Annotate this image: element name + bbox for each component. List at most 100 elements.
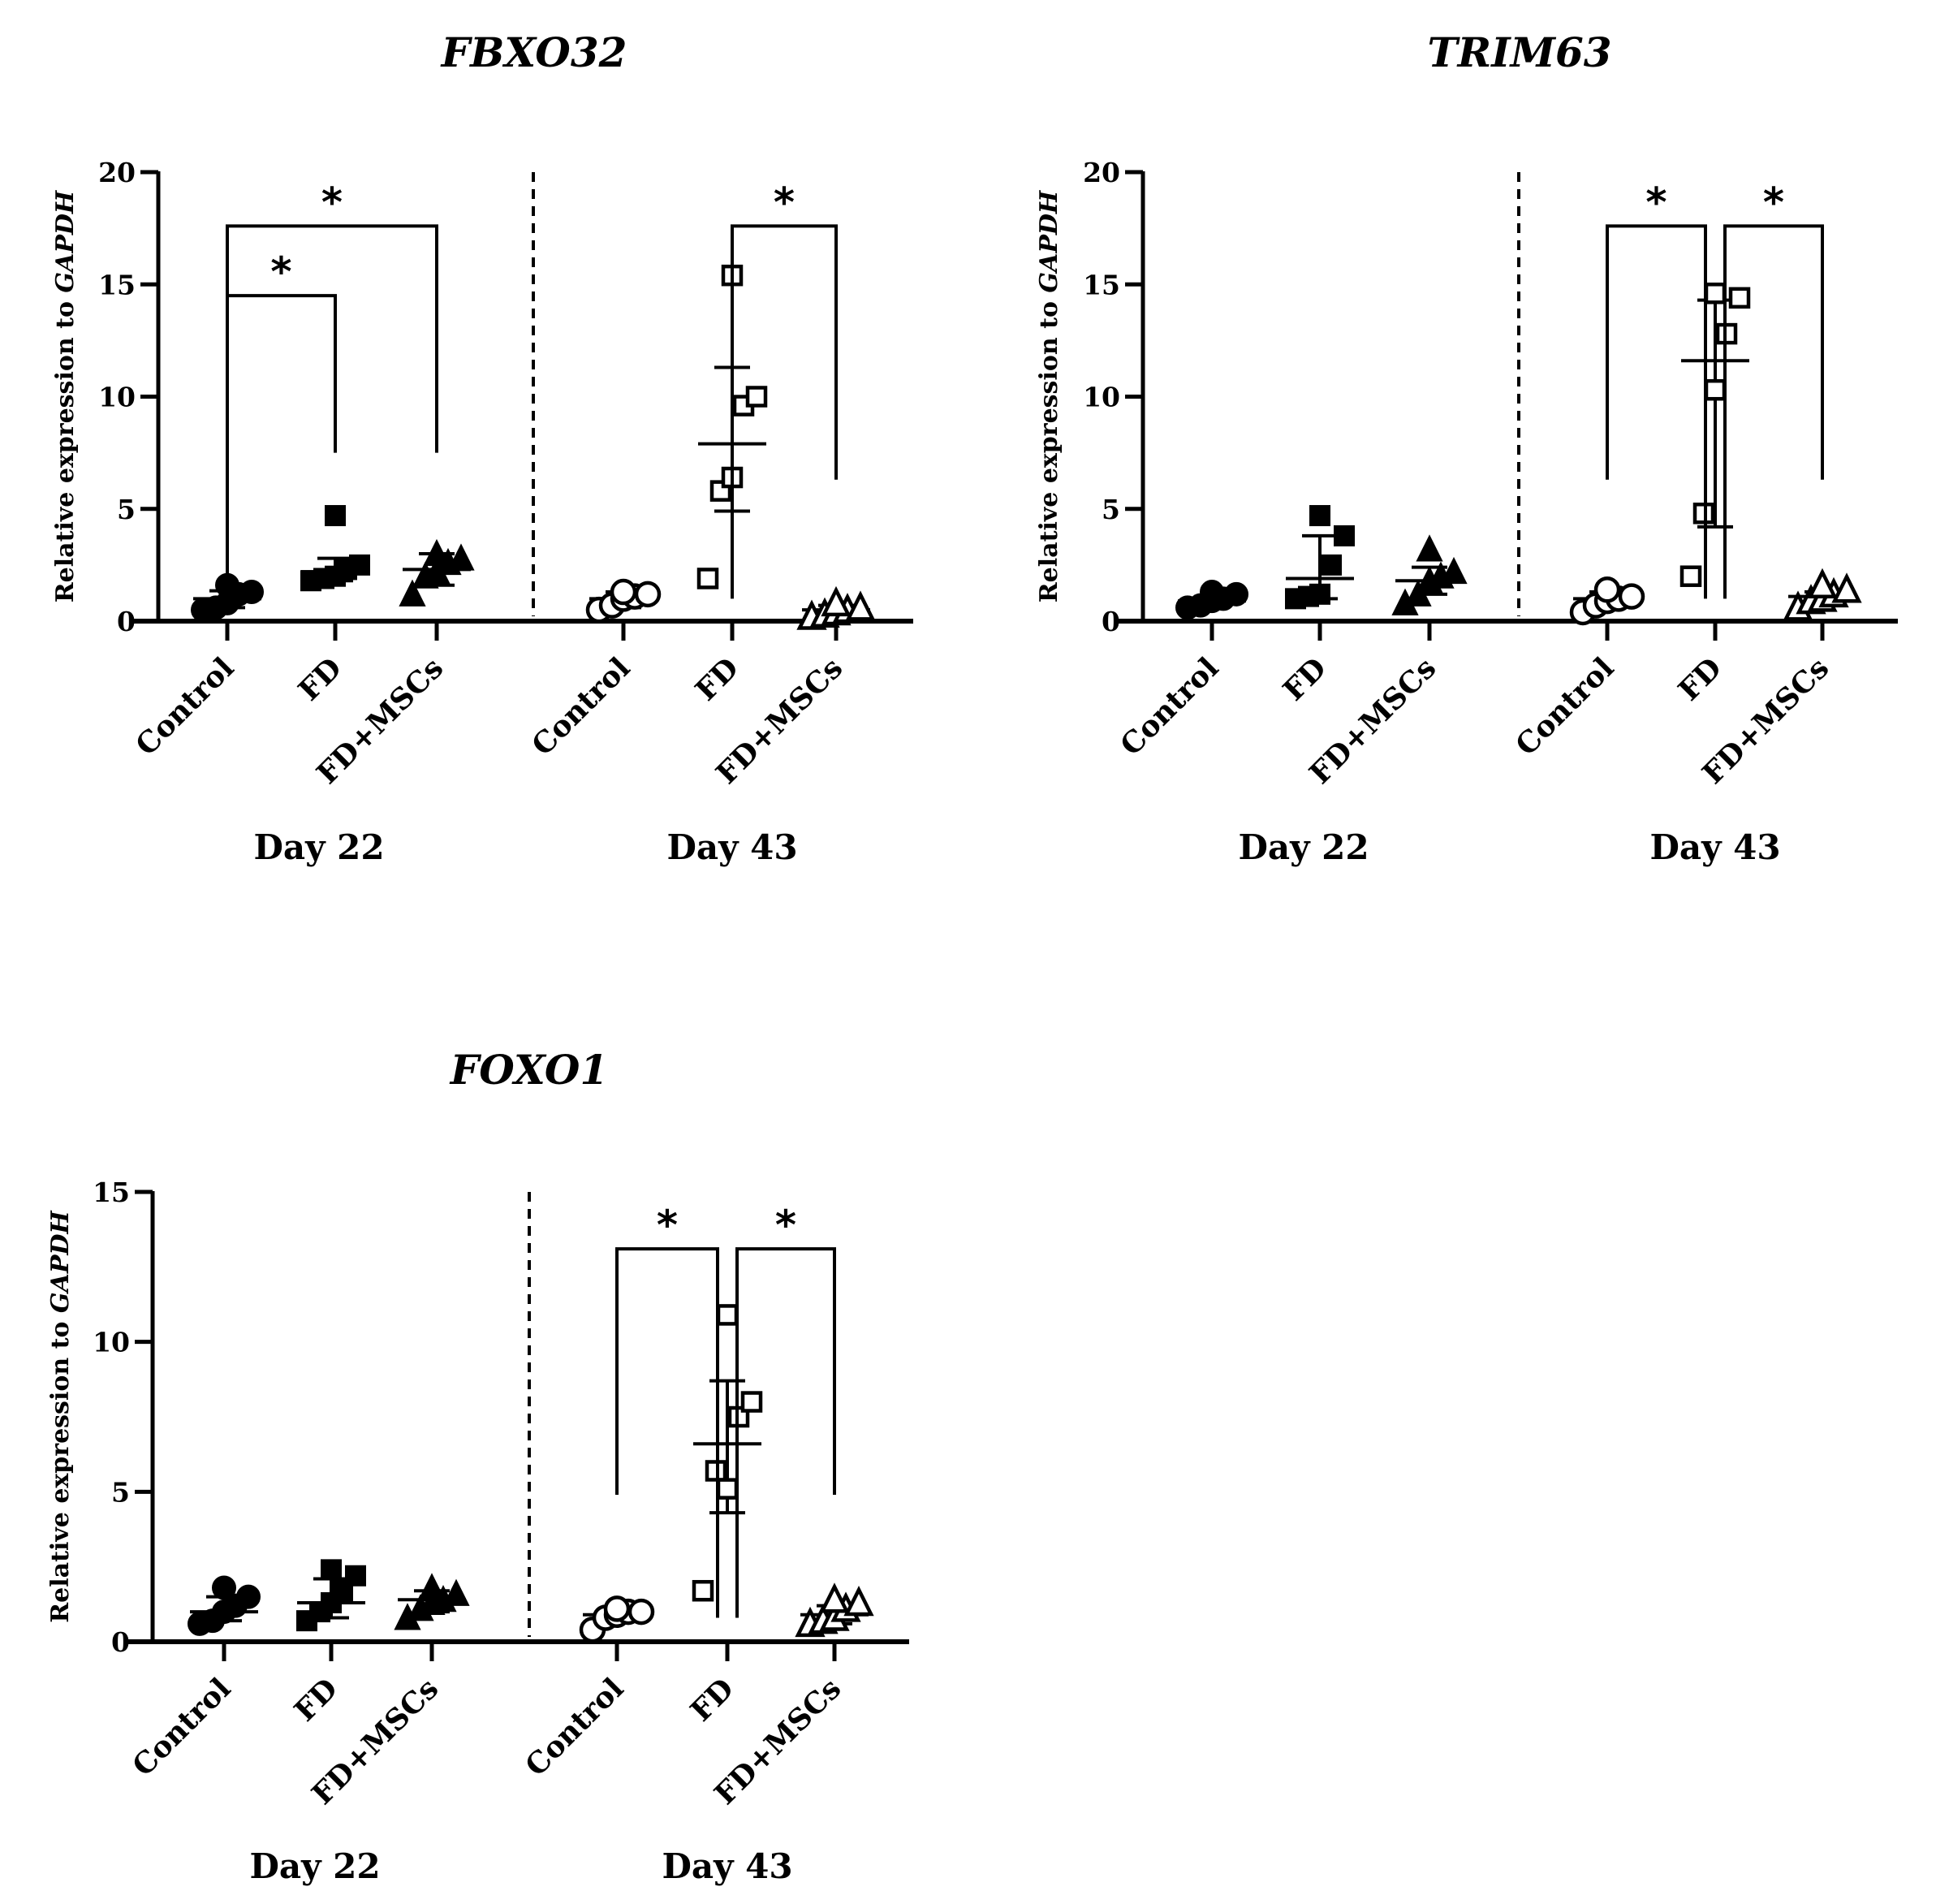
data-point xyxy=(442,1578,470,1606)
data-point xyxy=(423,538,451,567)
y-axis-label: Relative expression to GAPDH xyxy=(51,189,80,602)
series-day43-fd xyxy=(1679,283,1751,587)
series-day22-control xyxy=(188,1575,261,1636)
bracket-line xyxy=(1606,224,1707,599)
data-point xyxy=(819,1582,850,1613)
data-point xyxy=(239,580,264,605)
data-point xyxy=(716,1304,739,1326)
bracket-line xyxy=(731,224,838,599)
data-point xyxy=(1200,580,1224,605)
significance-label: * xyxy=(1763,179,1784,226)
data-point xyxy=(610,578,637,606)
data-point xyxy=(1321,554,1342,576)
series-day43-fd+mscs xyxy=(796,585,876,630)
group-label: Day 22 xyxy=(249,1846,380,1886)
group-label: Day 43 xyxy=(662,1846,792,1886)
y-tick-label: 20 xyxy=(1083,157,1120,188)
y-tick-label: 20 xyxy=(98,157,136,188)
data-point xyxy=(447,543,475,571)
data-point xyxy=(692,1579,714,1602)
y-axis-label-prefix: Relative expression to xyxy=(46,1313,75,1623)
series-day22-fd xyxy=(1285,505,1355,610)
significance-label: * xyxy=(1645,179,1667,226)
group-label: Day 22 xyxy=(253,827,384,867)
data-point xyxy=(325,505,346,527)
significance-bracket: * xyxy=(735,1202,836,1618)
y-axis-label: Relative expression to GAPDH xyxy=(46,1210,75,1623)
y-tick-label: 15 xyxy=(98,269,136,300)
series-day22-control xyxy=(1175,580,1248,620)
series-day43-fd xyxy=(692,1304,763,1602)
data-point xyxy=(349,554,370,576)
x-category-label: FD xyxy=(1277,651,1334,708)
significance-bracket: * xyxy=(615,1202,719,1618)
x-category-label: Control xyxy=(126,1672,237,1783)
data-point xyxy=(845,590,876,621)
significance-bracket: * xyxy=(1606,179,1707,599)
significance-label: * xyxy=(775,1202,796,1249)
data-point xyxy=(1807,568,1838,599)
y-tick-label: 10 xyxy=(98,382,136,413)
series-day43-control xyxy=(579,1595,655,1643)
bracket-line xyxy=(226,224,438,594)
data-point xyxy=(745,386,768,408)
panel-foxo1: FOXO1 0 5 10 15 Relative expression to GAPDH C… xyxy=(46,1046,909,1886)
data-point xyxy=(1334,525,1355,546)
data-point xyxy=(1704,283,1727,304)
y-axis-label-gene: GAPDH xyxy=(46,1210,75,1313)
bracket-line xyxy=(615,1247,719,1618)
data-point xyxy=(1831,572,1862,603)
group-label: Day 22 xyxy=(1238,827,1369,867)
data-point xyxy=(1728,287,1751,309)
significance-label: * xyxy=(321,179,343,226)
data-point xyxy=(821,585,852,617)
data-point xyxy=(1679,565,1702,587)
bracket-line xyxy=(226,294,337,612)
y-axis-label-gene: GAPDH xyxy=(1035,189,1063,292)
data-point xyxy=(1404,579,1432,607)
data-point xyxy=(1593,576,1621,603)
significance-bracket: * xyxy=(1723,179,1824,599)
x-category-label: Control xyxy=(1114,651,1225,762)
x-category-label: Control xyxy=(129,651,240,762)
y-tick-label: 15 xyxy=(93,1177,130,1208)
panel-title: FOXO1 xyxy=(449,1046,608,1094)
x-category-label: FD xyxy=(288,1672,345,1729)
y-axis-label-prefix: Relative expression to xyxy=(51,293,80,603)
y-tick-label: 10 xyxy=(1083,382,1120,413)
data-point xyxy=(212,1575,236,1600)
y-tick-label: 0 xyxy=(1102,606,1120,637)
data-point xyxy=(1224,581,1248,607)
bracket-line xyxy=(1723,224,1824,599)
data-point xyxy=(345,1565,366,1587)
data-point xyxy=(843,1585,874,1617)
y-tick-label: 5 xyxy=(1102,494,1120,525)
series-day22-fd+mscs xyxy=(394,1573,470,1630)
x-category-label: FD xyxy=(689,651,746,708)
data-point xyxy=(603,1595,631,1622)
panel-title: FBXO32 xyxy=(440,28,627,76)
data-point xyxy=(716,1478,739,1500)
y-tick-label: 10 xyxy=(93,1327,130,1358)
significance-bracket: * xyxy=(731,179,838,599)
y-axis-label-gene: GAPDH xyxy=(51,189,80,292)
x-category-label: FD xyxy=(684,1672,741,1729)
series-day43-control xyxy=(1569,576,1645,626)
data-point xyxy=(1309,583,1330,605)
data-point xyxy=(1704,378,1727,401)
y-tick-label: 0 xyxy=(111,1626,130,1658)
data-point xyxy=(634,581,662,608)
data-point xyxy=(740,1391,763,1413)
x-category-label: FD xyxy=(1672,651,1729,708)
x-category-label: Control xyxy=(519,1672,630,1783)
group-label: Day 43 xyxy=(1649,827,1780,867)
data-point xyxy=(236,1584,261,1609)
series-day22-fd xyxy=(300,505,370,592)
data-point xyxy=(321,1559,342,1581)
data-point xyxy=(1618,583,1645,610)
data-point xyxy=(399,579,426,607)
group-label: Day 43 xyxy=(666,827,797,867)
data-point xyxy=(418,1573,446,1600)
y-axis-label: Relative expression to GAPDH xyxy=(1035,189,1063,602)
series-day43-control xyxy=(585,578,662,624)
